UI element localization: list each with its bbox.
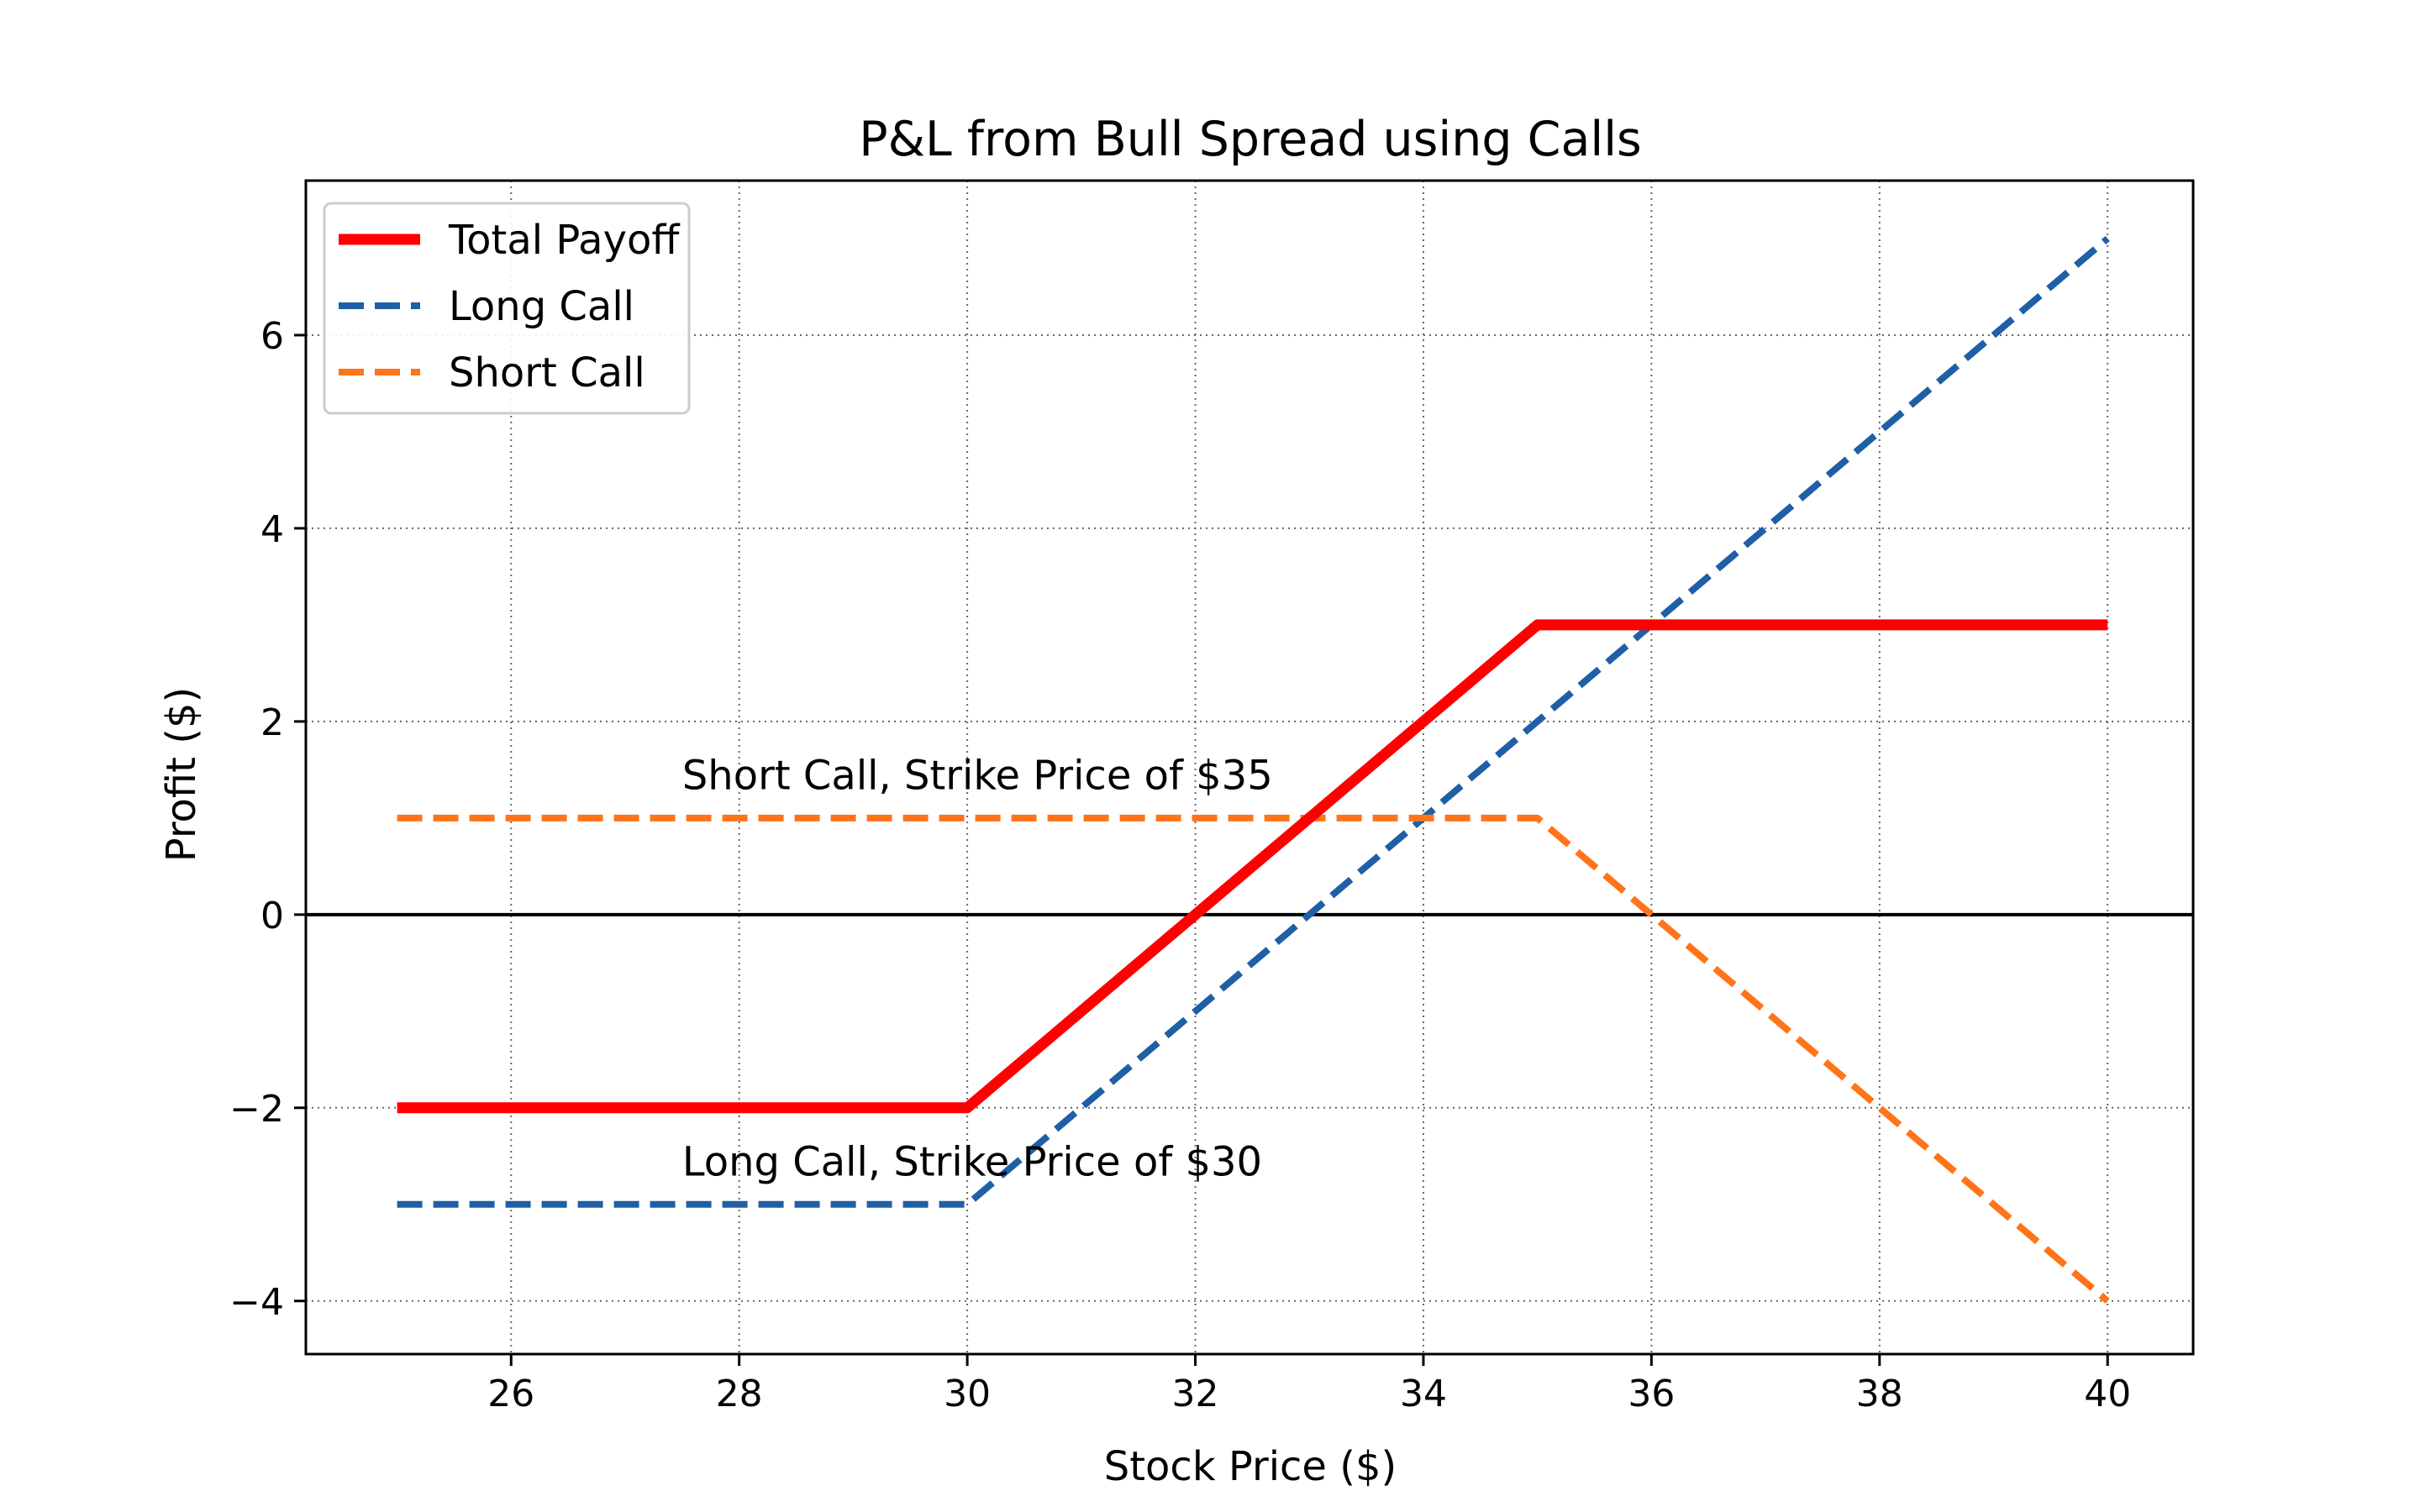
legend: Total Payoff Long Call Short Call [323, 202, 691, 415]
legend-label: Long Call [449, 283, 634, 330]
legend-box [323, 202, 691, 415]
series-line-long-call [397, 235, 2110, 1208]
legend-label: Total Payoff [448, 217, 680, 264]
y-axis-label: Profit ($) [158, 687, 205, 862]
series-layer [397, 235, 2110, 1304]
x-tick-label: 28 [716, 1373, 763, 1415]
chart-title: P&L from Bull Spread using Calls [859, 112, 1642, 167]
annotation-label: Short Call, Strike Price of $35 [682, 752, 1273, 799]
y-tick-label: 2 [260, 701, 284, 744]
y-tick-label: 4 [260, 508, 284, 551]
y-tick-label: 6 [260, 315, 284, 358]
y-tick-label: 0 [260, 895, 284, 937]
x-tick-label: 32 [1172, 1373, 1219, 1415]
x-axis-label: Stock Price ($) [1104, 1443, 1397, 1490]
x-tick-label: 34 [1400, 1373, 1447, 1415]
x-tick-label: 40 [2084, 1373, 2131, 1415]
series-line-total-payoff [397, 619, 2108, 1114]
x-tick-label: 30 [944, 1373, 991, 1415]
x-tick-label: 26 [487, 1373, 534, 1415]
axis-ticks: 26 28 30 32 34 36 38 40 −4 −2 0 2 4 6 [229, 315, 2131, 1415]
legend-label: Short Call [449, 349, 645, 396]
annotation-label: Long Call, Strike Price of $30 [682, 1138, 1262, 1185]
plot-frame [304, 179, 2195, 1356]
series-line-short-call [397, 814, 2110, 1304]
annotations: Short Call, Strike Price of $35 Long Call… [682, 752, 1273, 1185]
y-tick-label: −2 [229, 1088, 284, 1131]
x-tick-label: 38 [1856, 1373, 1903, 1415]
x-tick-label: 36 [1628, 1373, 1675, 1415]
y-tick-label: −4 [229, 1281, 284, 1324]
